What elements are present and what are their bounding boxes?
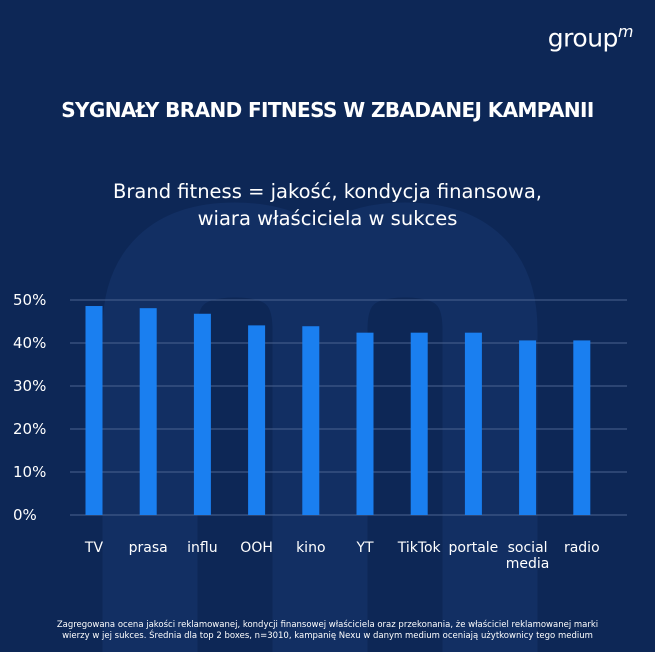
groupm-logo: groupm	[547, 22, 634, 53]
footnote-line-2: wierzy w jej sukces. Średnia dla top 2 b…	[62, 631, 593, 641]
bar-chart: 0% 10% 20% 30% 40% 50% TV prasa influ OOH kino YT Ti…	[13, 291, 627, 572]
x-tick-label: social	[508, 540, 548, 556]
x-tick-label: prasa	[129, 540, 168, 556]
x-tick-label: OOH	[240, 540, 273, 556]
x-tick-label: influ	[187, 540, 217, 556]
x-tick-label: kino	[296, 540, 325, 556]
y-tick-label: 0%	[13, 506, 37, 524]
subtitle-line-1: Brand fitness = jakość, kondycja finanso…	[112, 180, 543, 203]
bar	[248, 325, 266, 515]
x-tick-label: TV	[84, 540, 104, 556]
y-tick-label: 50%	[13, 291, 46, 309]
x-tick-label: media	[506, 556, 550, 572]
y-tick-label: 30%	[13, 377, 46, 395]
subtitle-line-2: wiara właściciela w sukces	[197, 207, 458, 230]
bar	[519, 340, 537, 515]
footnote-line-1: Zagregowana ocena jakości reklamowanej, …	[56, 620, 599, 630]
x-tick-label: radio	[564, 540, 600, 556]
y-tick-label: 20%	[13, 420, 46, 438]
bar	[410, 332, 428, 515]
bar	[139, 308, 157, 515]
bar	[573, 340, 591, 515]
x-tick-label: portale	[449, 540, 499, 556]
x-tick-label: TikTok	[397, 540, 442, 556]
headline: SYGNAŁY BRAND FITNESS W ZBADANEJ KAMPANI…	[61, 98, 594, 122]
y-tick-label: 10%	[13, 463, 46, 481]
bar	[193, 313, 211, 515]
chart-subtitle: Brand fitness = jakość, kondycja finanso…	[0, 178, 655, 232]
bar	[356, 332, 374, 515]
x-tick-label: YT	[355, 540, 374, 556]
bar	[464, 332, 482, 515]
footnote: Zagregowana ocena jakości reklamowanej, …	[20, 620, 635, 642]
bar	[85, 306, 103, 515]
y-tick-label: 40%	[13, 334, 46, 352]
bar	[302, 326, 320, 515]
